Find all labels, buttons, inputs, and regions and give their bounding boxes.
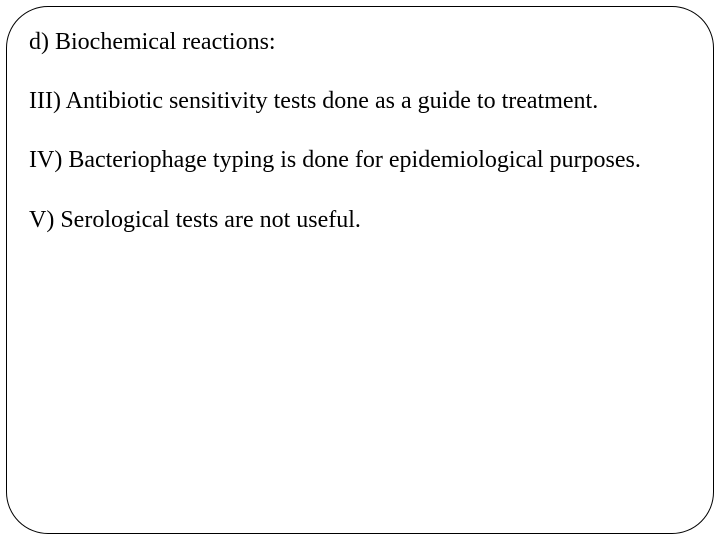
line-iv-bacteriophage: IV) Bacteriophage typing is done for epi…	[29, 145, 691, 176]
line-iii-antibiotic: III) Antibiotic sensitivity tests done a…	[29, 86, 691, 117]
line-d-biochemical: d) Biochemical reactions:	[29, 27, 691, 58]
slide-frame: d) Biochemical reactions: III) Antibioti…	[6, 6, 714, 534]
line-v-serological: V) Serological tests are not useful.	[29, 205, 691, 236]
